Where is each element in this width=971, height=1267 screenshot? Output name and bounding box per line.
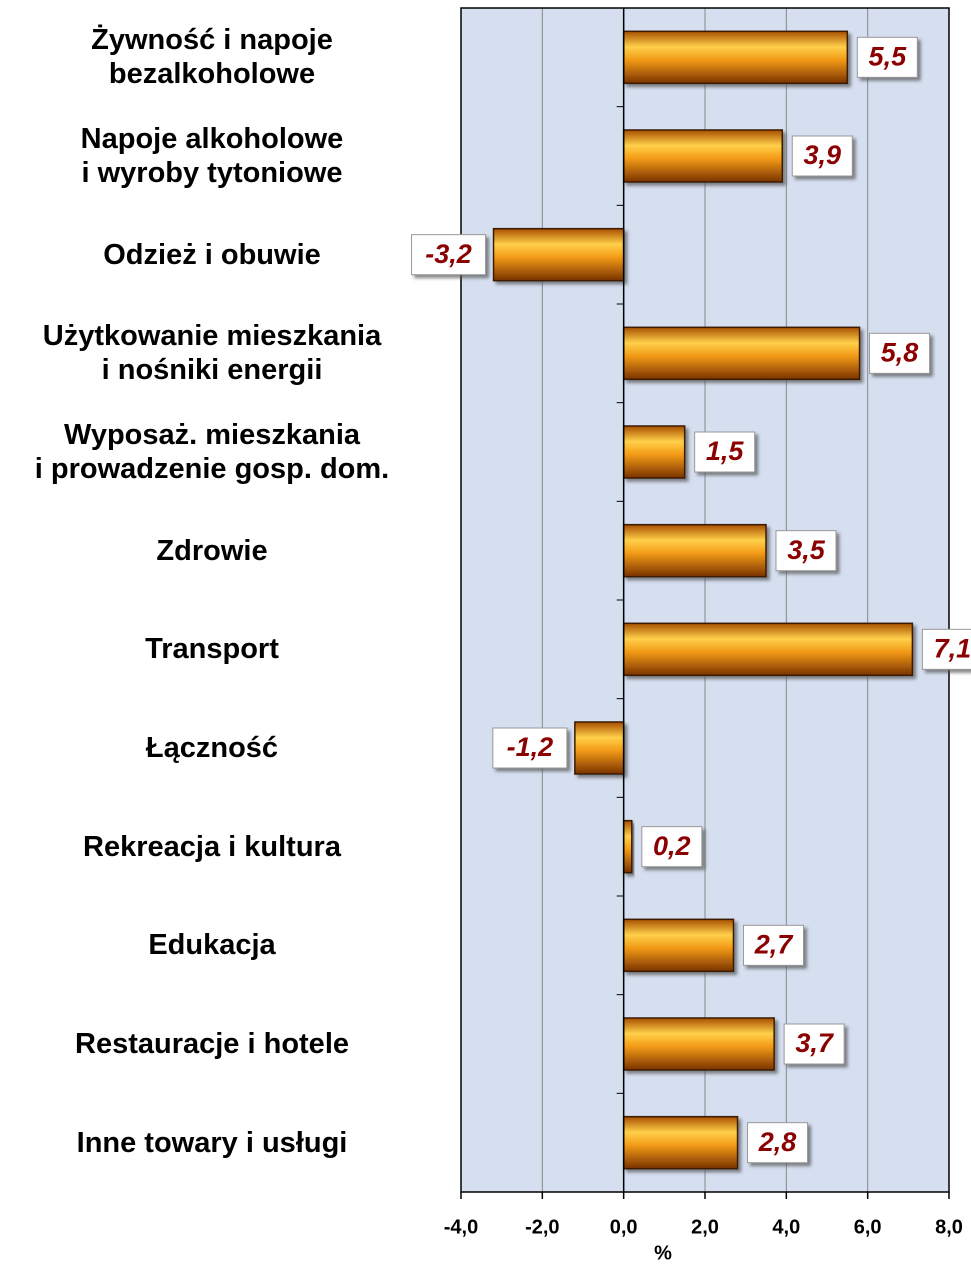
- bar: [622, 326, 861, 381]
- x-tick-label: 6,0: [854, 1216, 882, 1238]
- value-label-box: [747, 1122, 809, 1164]
- value-label-box: [411, 234, 487, 276]
- value-label-box: [791, 135, 853, 177]
- bar: [574, 721, 625, 775]
- category-label: Zdrowie: [156, 534, 268, 567]
- category-label: Żywność i napoje bezalkoholowe: [91, 24, 333, 91]
- value-label: 3,5: [787, 535, 826, 565]
- value-label-box: [775, 530, 837, 572]
- bar: [622, 523, 767, 578]
- bar: [622, 1115, 739, 1170]
- value-label: -3,2: [425, 239, 472, 269]
- value-label: 2,7: [754, 929, 795, 959]
- bar: [622, 425, 686, 479]
- value-label-box: [783, 1023, 845, 1065]
- category-label: Łączność: [145, 732, 279, 764]
- value-label: 5,5: [869, 41, 908, 71]
- value-label-box: [694, 431, 756, 473]
- x-tick-label: 4,0: [772, 1216, 800, 1238]
- category-label: Odzież i obuwie: [103, 238, 321, 271]
- value-label-box: [856, 36, 918, 78]
- x-tick-label: -2,0: [525, 1216, 559, 1238]
- x-tick-label: 8,0: [935, 1216, 963, 1238]
- x-tick-label: 0,0: [610, 1216, 638, 1238]
- category-label: Rekreacja i kultura: [83, 830, 341, 863]
- category-label: Transport: [145, 633, 279, 666]
- category-label: Napoje alkoholowe i wyroby tytoniowe: [80, 123, 344, 189]
- value-label: 1,5: [706, 436, 745, 466]
- value-label: 2,8: [758, 1127, 797, 1157]
- x-tick-label: 2,0: [691, 1216, 719, 1238]
- bar: [622, 819, 633, 874]
- bar: [622, 1017, 775, 1071]
- value-label: 5,8: [881, 337, 919, 367]
- value-label-box: [869, 332, 931, 374]
- bar: [622, 30, 849, 85]
- bar: [622, 622, 914, 677]
- value-label: 3,9: [803, 140, 841, 170]
- value-label-box: [492, 727, 568, 769]
- bar: [492, 227, 625, 282]
- bar: [622, 918, 735, 973]
- x-tick-label: -4,0: [444, 1216, 478, 1238]
- category-label: Restauracje i hotele: [75, 1028, 349, 1060]
- value-label-box: [921, 628, 971, 670]
- value-label-box: [742, 924, 804, 966]
- value-label: 3,7: [795, 1028, 835, 1058]
- value-label: 0,2: [653, 831, 691, 861]
- category-label: Wyposaż. mieszkania i prowadzenie gosp. …: [34, 419, 390, 485]
- value-label: 7,1: [934, 633, 971, 663]
- category-label: Inne towary i usługi: [76, 1126, 348, 1159]
- value-label-box: [641, 826, 703, 868]
- bar: [622, 129, 784, 183]
- category-label: Edukacja: [148, 929, 276, 962]
- value-label: -1,2: [507, 732, 554, 762]
- category-label: Użytkowanie mieszkania i nośniki energii: [42, 320, 382, 387]
- x-axis-label: %: [654, 1242, 672, 1264]
